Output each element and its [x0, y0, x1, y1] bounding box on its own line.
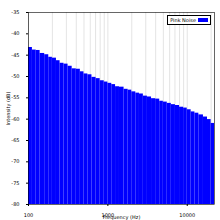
- svg-text:-75: -75: [11, 180, 19, 186]
- svg-text:-65: -65: [11, 137, 19, 143]
- svg-text:-45: -45: [11, 52, 19, 58]
- svg-text:Frequency (Hz): Frequency (Hz): [103, 214, 141, 220]
- svg-text:-55: -55: [11, 94, 19, 100]
- svg-text:10000: 10000: [179, 212, 195, 218]
- svg-text:-35: -35: [11, 9, 19, 15]
- svg-text:-40: -40: [11, 30, 19, 36]
- svg-text:Intensity (dB): Intensity (dB): [5, 92, 12, 126]
- html-text:Pink Noise: Pink Noise: [170, 17, 196, 23]
- svg-text:-70: -70: [11, 158, 19, 164]
- svg-text:-60: -60: [11, 116, 19, 122]
- svg-text:100: 100: [24, 212, 34, 218]
- svg-text:-50: -50: [11, 73, 19, 79]
- svg-text:-80: -80: [11, 201, 19, 207]
